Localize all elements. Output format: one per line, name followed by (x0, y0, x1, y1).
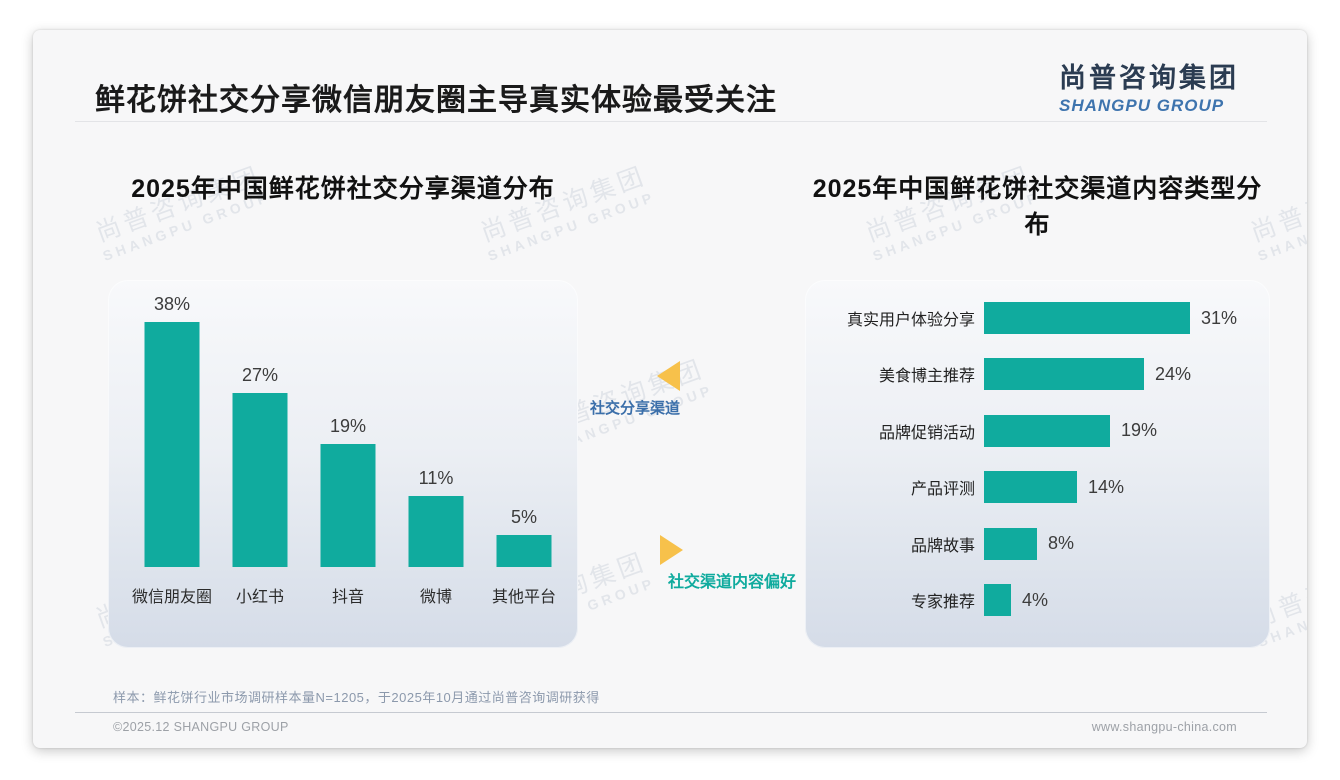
bar-value-label: 27% (241, 365, 279, 385)
bar-value-label: 31% (1201, 307, 1238, 328)
bar (496, 535, 552, 567)
bar-row: 品牌故事 8% (805, 527, 1270, 560)
bar-value-label: 14% (1088, 476, 1125, 497)
bar-category-label: 微博 (419, 589, 453, 606)
bar-row: 品牌促销活动 19% (805, 414, 1270, 447)
horizontal-bar-chart: 真实用户体验分享 31% 美食博主推荐 24% 品牌促销活动 19% 产品评测 14% 品牌故事… (805, 280, 1270, 648)
bar-group: 19% 抖音 (304, 280, 392, 648)
right-chart-panel: 真实用户体验分享 31% 美食博主推荐 24% 品牌促销活动 19% 产品评测 14% 品牌故事… (805, 280, 1270, 648)
bar-group: 11% 微博 (392, 280, 480, 648)
bar-value-label: 24% (1155, 363, 1192, 384)
annotation-label: 社交渠道内容偏好 (668, 574, 797, 591)
bar-category-label: 小红书 (235, 589, 285, 606)
bar-value-label: 11% (418, 468, 454, 488)
logo-en-text: SHANGPU GROUP (1059, 96, 1225, 115)
left-chart-title: 2025年中国鲜花饼社交分享渠道分布 (131, 175, 555, 203)
bar-category-label: 真实用户体验分享 (846, 312, 975, 329)
bar-value-label: 5% (510, 507, 538, 527)
bar-category-label: 产品评测 (910, 481, 975, 499)
bar-category-label: 微信朋友圈 (131, 589, 213, 606)
bar-value-label: 19% (1121, 420, 1158, 441)
bar-value-label: 8% (1048, 533, 1075, 554)
page-title: 鲜花饼社交分享微信朋友圈主导真实体验最受关注 (95, 84, 777, 117)
bar (984, 358, 1144, 391)
bar-category-label: 美食博主推荐 (878, 368, 975, 386)
bar-category-label: 抖音 (331, 589, 365, 606)
company-logo: 尚普咨询集团 SHANGPU GROUP (1059, 56, 1239, 116)
bar (984, 584, 1011, 616)
slide-card: 尚普咨询集团 SHANGPU GROUP 尚普咨询集团 SHANGPU GROUP 尚普… (33, 30, 1307, 748)
bar-row: 专家推荐 4% (805, 584, 1270, 616)
bar-value-label: 19% (329, 416, 367, 436)
footer-divider (75, 712, 1267, 713)
triangle-right-icon (660, 535, 683, 565)
bar (320, 444, 376, 567)
bar-category-label: 品牌促销活动 (878, 424, 975, 442)
triangle-left-icon (657, 361, 680, 391)
bar-row: 真实用户体验分享 31% (805, 302, 1270, 334)
annotation-label: 社交分享渠道 (590, 400, 681, 417)
bar-row: 美食博主推荐 24% (805, 358, 1270, 391)
right-chart-title: 2025年中国鲜花饼社交渠道内容类型分布 (812, 175, 1263, 239)
bar (232, 393, 288, 567)
bar (144, 322, 200, 567)
bar-value-label: 38% (153, 294, 191, 314)
bar-value-label: 4% (1022, 589, 1049, 610)
sample-note: 样本：鲜花饼行业市场调研样本量N=1205，于2025年10月通过尚普咨询调研获… (113, 690, 600, 705)
footer: ©2025.12 SHANGPU GROUP www.shangpu-china… (113, 720, 1237, 734)
bar (984, 471, 1077, 504)
bar-group: 38% 微信朋友圈 (128, 280, 216, 648)
logo-cn-text: 尚普咨询集团 (1059, 63, 1239, 93)
footer-copyright: ©2025.12 SHANGPU GROUP (113, 720, 289, 734)
bar (984, 527, 1037, 560)
bar-group: 5% 其他平台 (480, 280, 568, 648)
watermark-line1: 尚普咨询集团 (1304, 354, 1307, 442)
bar-category-label: 品牌故事 (910, 537, 975, 555)
left-chart-panel: 38% 微信朋友圈 27% 小红书 19% 抖音 11% 微博 5% 其他平台 (108, 280, 578, 648)
vertical-bar-chart: 38% 微信朋友圈 27% 小红书 19% 抖音 11% 微博 5% 其他平台 (108, 280, 578, 648)
bar (984, 414, 1110, 447)
bar-category-label: 其他平台 (491, 589, 557, 606)
footer-url: www.shangpu-china.com (1091, 720, 1237, 734)
bar-row: 产品评测 14% (805, 471, 1270, 504)
bar-group: 27% 小红书 (216, 280, 304, 648)
header-divider (75, 121, 1267, 122)
bar (984, 302, 1190, 334)
bar (408, 496, 464, 567)
bar-category-label: 专家推荐 (910, 594, 975, 611)
